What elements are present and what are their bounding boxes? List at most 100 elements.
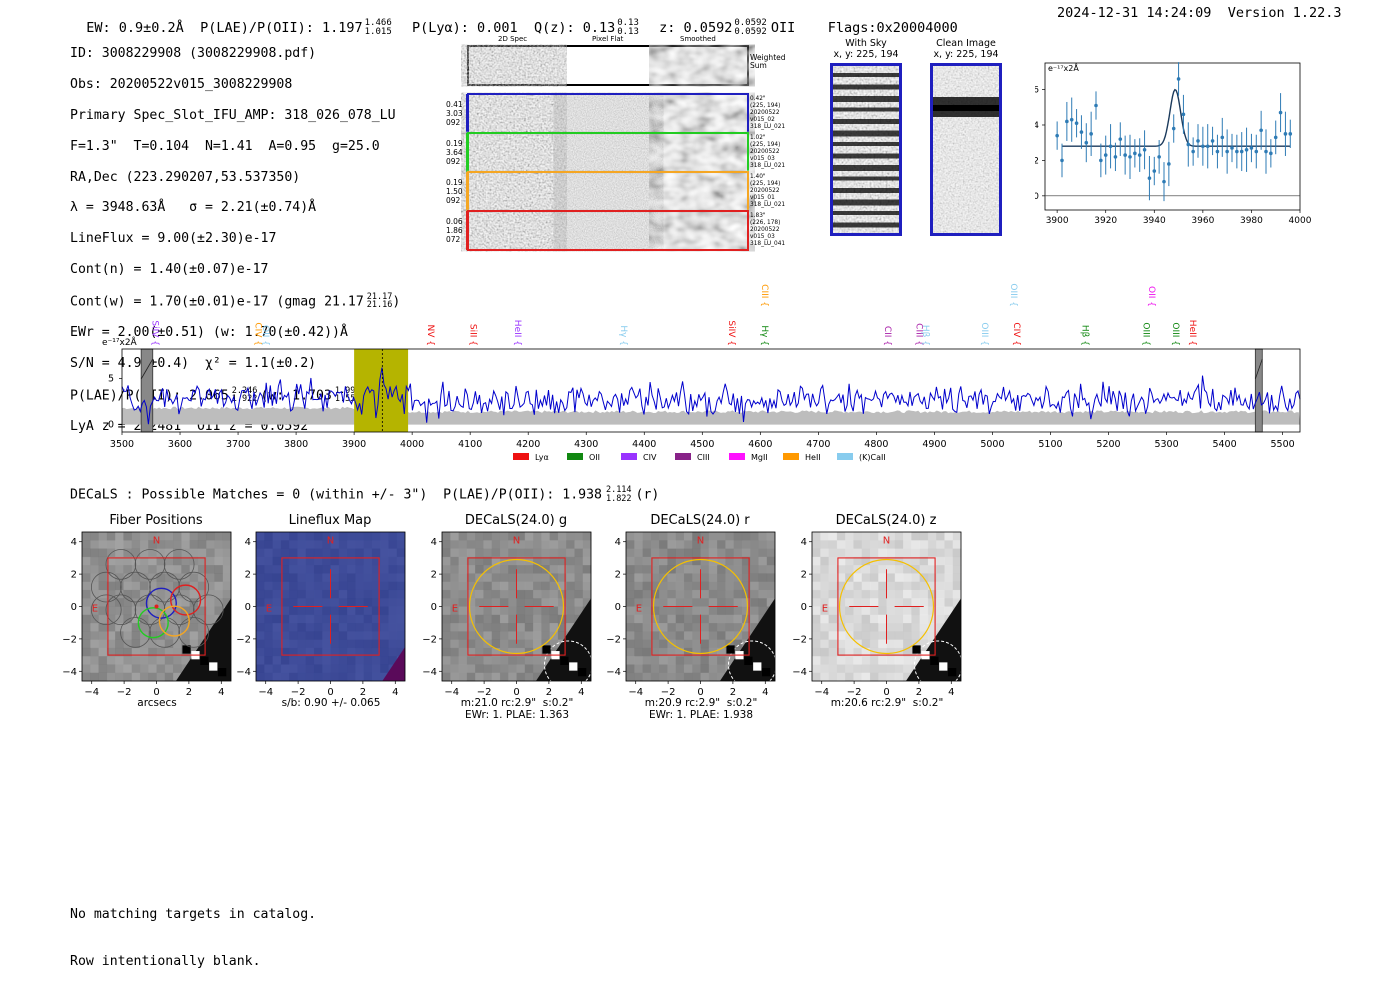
fit-data-point: [1089, 132, 1093, 136]
panel-pixel: [758, 598, 768, 607]
panel-pixel: [927, 623, 937, 632]
panel-pixel: [820, 656, 829, 665]
panel-pixel: [708, 540, 718, 549]
fiber-circle-orange: [158, 605, 190, 637]
panel-pixel: [725, 581, 734, 591]
panel-pixel: [280, 598, 290, 607]
panel-pixel: [164, 672, 174, 682]
panel-pixel: [878, 664, 887, 674]
panel-pixel: [820, 647, 829, 657]
panel-pixel: [750, 540, 759, 549]
east-label: E: [266, 603, 272, 614]
panel-pixel: [516, 639, 526, 649]
panel-pixel: [828, 548, 838, 558]
panel-pixel: [115, 647, 124, 657]
panel-pixel: [911, 656, 920, 665]
panel-pixel: [820, 623, 829, 632]
panel-pixel: [836, 548, 846, 558]
panel-pixel: [396, 598, 406, 607]
panel-pixel: [148, 623, 157, 632]
panel-pixel: [264, 664, 273, 674]
panel-pixel: [812, 573, 821, 582]
panel-pixel: [90, 581, 99, 591]
panel-xtick-label: −4: [814, 687, 829, 695]
panel-pixel: [659, 556, 668, 566]
panel-pixel: [499, 589, 509, 599]
panel-pixel: [139, 540, 149, 549]
panel-pixel: [272, 639, 282, 649]
panel-pixel: [758, 556, 768, 566]
panel-pixel: [574, 548, 584, 558]
panel-pixel: [516, 573, 526, 582]
legend-label: CIII: [697, 453, 710, 462]
panel-pixel: [516, 589, 526, 599]
panel-pixel: [363, 656, 373, 665]
panel-pixel: [725, 598, 734, 607]
panel-pixel: [264, 606, 273, 616]
emission-line-label: OIII {: [979, 322, 989, 346]
panel-pixel: [82, 556, 91, 566]
panel-pixel: [131, 623, 141, 632]
panel-xtick-label: 0: [883, 687, 889, 695]
header-bar: EW: 0.9±0.2Å P(LAE)/P(OII): 1.197 1.466 1.…: [70, 3, 958, 37]
footer-line-1: No matching targets in catalog.: [70, 907, 317, 922]
panel-pixel: [313, 573, 323, 582]
panel-pixel: [173, 672, 182, 682]
panel-pixel: [626, 573, 635, 582]
panel-pixel: [634, 664, 643, 674]
panel-ytick-label: −2: [792, 634, 807, 645]
panel-xtick-label: 4: [762, 687, 768, 695]
panel-pixel: [626, 556, 635, 566]
panel-pixel: [541, 623, 550, 632]
neighbor-source: [175, 598, 231, 681]
panel-xtick-label: −2: [117, 687, 132, 695]
panel-pixel: [297, 623, 306, 632]
panel-pixel: [903, 664, 912, 674]
emission-line-label: CIII {: [914, 323, 924, 346]
panel-pixel: [750, 548, 759, 558]
panel-pixel: [708, 656, 718, 665]
panel-pixel: [98, 672, 108, 682]
panel-pixel: [106, 672, 116, 682]
panel-pixel: [499, 623, 509, 632]
panel-pixel: [264, 581, 273, 591]
panel-pixel: [642, 639, 652, 649]
decals-summary: DECaLS : Possible Matches = 0 (within +/…: [70, 485, 660, 504]
cutout-row-marker: [466, 172, 469, 211]
panel-pixel: [355, 573, 364, 582]
panel-pixel: [491, 672, 501, 682]
panel-pixel: [869, 540, 879, 549]
panel-pixel: [886, 598, 896, 607]
panel-pixel: [708, 623, 718, 632]
spectrum-error-band: [122, 406, 1300, 425]
panel-pixel: [903, 565, 912, 574]
panel-pixel: [566, 623, 575, 632]
panel-pixel: [650, 573, 660, 582]
panel-pixel: [650, 598, 660, 607]
panel-pixel: [878, 532, 887, 541]
panel-pixel: [952, 573, 962, 582]
panel-pixel: [164, 614, 174, 624]
panel-pixel: [322, 623, 331, 632]
panel-pixel: [338, 589, 348, 599]
panel-pixel: [338, 623, 348, 632]
panel-pixel: [123, 581, 132, 591]
panel-pixel: [869, 565, 879, 574]
panel-pixel: [700, 623, 710, 632]
panel-pixel: [836, 573, 846, 582]
panel-pixel: [491, 589, 501, 599]
col-pixel-flat: Pixel Flat: [592, 35, 624, 43]
fit-xtick-label: 3940: [1143, 216, 1166, 226]
panel-xtick-label: −4: [84, 687, 99, 695]
panel-pixel: [458, 556, 468, 566]
panel-pixel: [181, 614, 190, 624]
panel-pixel: [903, 573, 912, 582]
panel-pixel: [139, 614, 149, 624]
panel-pixel: [131, 672, 141, 682]
panel-pixel: [733, 540, 743, 549]
panel-pixel: [322, 631, 331, 640]
panel-pixel: [634, 598, 643, 607]
panel-pixel: [363, 556, 373, 566]
panel-pixel: [886, 631, 896, 640]
panel-pixel: [667, 672, 676, 682]
